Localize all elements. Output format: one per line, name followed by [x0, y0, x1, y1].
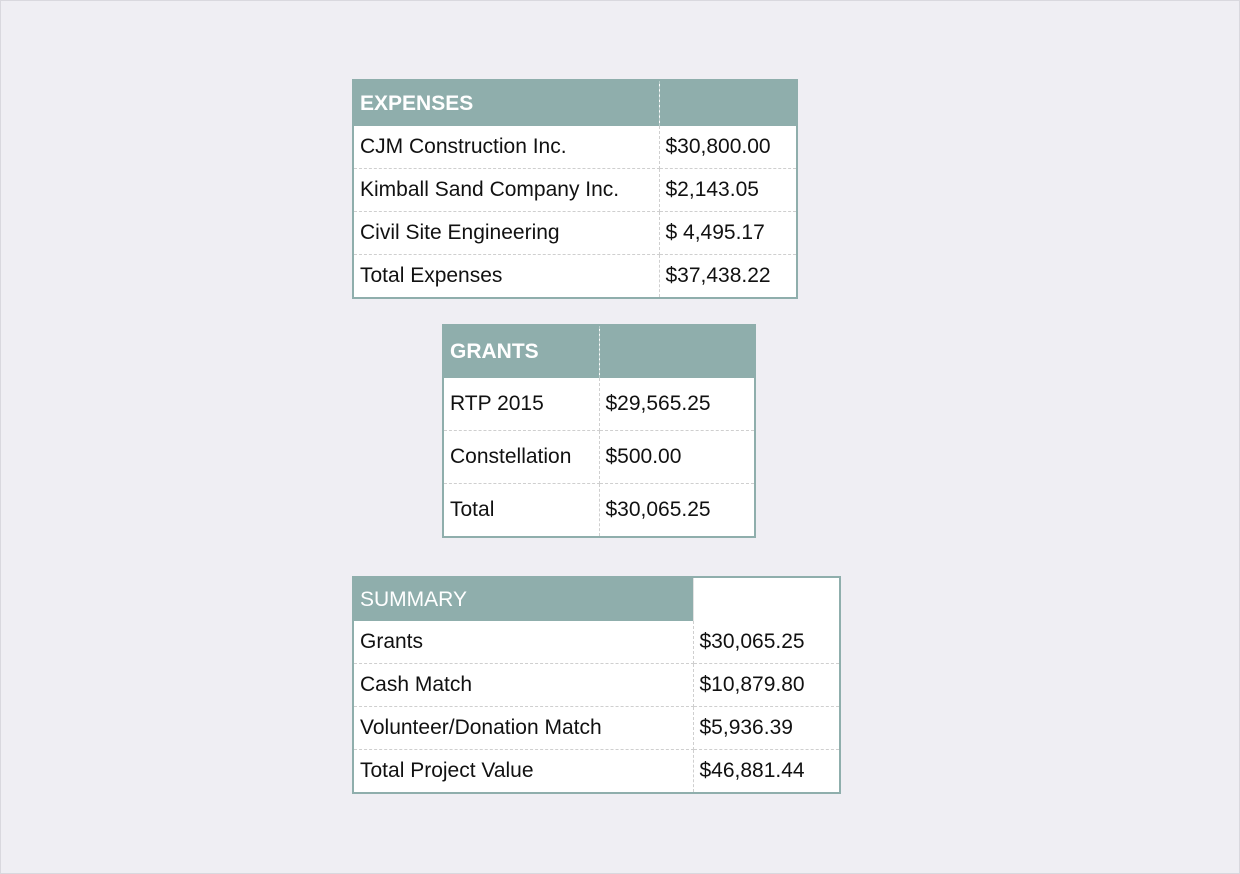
summary-header-row: SUMMARY: [353, 577, 840, 621]
expense-total-value-cell[interactable]: $37,438.22: [665, 264, 771, 287]
summary-label-cell[interactable]: Cash Match: [353, 663, 694, 707]
table-row: Kimball Sand Company Inc. $2,143.05: [353, 168, 797, 212]
summary-label-cell[interactable]: Volunteer/Donation Match: [353, 706, 694, 750]
expense-value-cell[interactable]: $30,800.00: [659, 126, 797, 169]
table-row: Volunteer/Donation Match $5,936.39: [353, 706, 840, 750]
summary-total-value-cell[interactable]: $46,881.44: [699, 759, 805, 782]
expense-total-label-cell[interactable]: Total Expenses: [353, 254, 660, 298]
table-row: CJM Construction Inc. $30,800.00: [353, 126, 797, 169]
summary-label-cell[interactable]: Grants: [353, 621, 694, 664]
expenses-header-value-cell[interactable]: [659, 80, 797, 126]
summary-table: SUMMARY Grants $30,065.25 Cash Match $10…: [352, 576, 841, 794]
grant-value-cell[interactable]: $29,565.25: [599, 378, 755, 431]
expenses-table: EXPENSES CJM Construction Inc. $30,800.0…: [352, 79, 798, 299]
table-row: Grants $30,065.25: [353, 621, 840, 664]
summary-value-cell[interactable]: $5,936.39: [693, 706, 840, 750]
expense-label-cell[interactable]: Civil Site Engineering: [353, 211, 660, 255]
grant-value-cell[interactable]: $500.00: [599, 430, 755, 484]
summary-header-value-cell[interactable]: [693, 577, 840, 621]
grants-table: GRANTS RTP 2015 $29,565.25 Constellation…: [442, 324, 756, 538]
grant-total-label-cell[interactable]: Total: [443, 483, 600, 537]
expense-label-cell[interactable]: CJM Construction Inc.: [353, 126, 660, 169]
table-row: Civil Site Engineering $ 4,495.17: [353, 211, 797, 255]
grants-header-row: GRANTS: [443, 325, 755, 378]
grant-total-value-cell[interactable]: $30,065.25: [605, 498, 711, 521]
table-row: Total Project Value $46,881.44: [353, 749, 840, 793]
summary-value-cell[interactable]: $10,879.80: [693, 663, 840, 707]
grant-label-cell[interactable]: RTP 2015: [443, 378, 600, 431]
expense-label-cell[interactable]: Kimball Sand Company Inc.: [353, 168, 660, 212]
grants-header-value-cell[interactable]: [599, 325, 755, 378]
summary-total-label-cell[interactable]: Total Project Value: [353, 749, 694, 793]
table-row: Cash Match $10,879.80: [353, 663, 840, 707]
grants-header-title[interactable]: GRANTS: [443, 325, 600, 378]
summary-header-title[interactable]: SUMMARY: [353, 577, 694, 621]
table-row: RTP 2015 $29,565.25: [443, 378, 755, 431]
expense-value-cell[interactable]: $2,143.05: [659, 168, 797, 212]
table-row: Total Expenses $37,438.22: [353, 254, 797, 298]
table-row: Constellation $500.00: [443, 430, 755, 484]
grant-label-cell[interactable]: Constellation: [443, 430, 600, 484]
expense-value-cell[interactable]: $ 4,495.17: [659, 211, 797, 255]
expenses-header-title[interactable]: EXPENSES: [353, 80, 660, 126]
expenses-header-row: EXPENSES: [353, 80, 797, 126]
summary-value-cell[interactable]: $30,065.25: [693, 621, 840, 664]
table-row: Total $30,065.25: [443, 483, 755, 537]
